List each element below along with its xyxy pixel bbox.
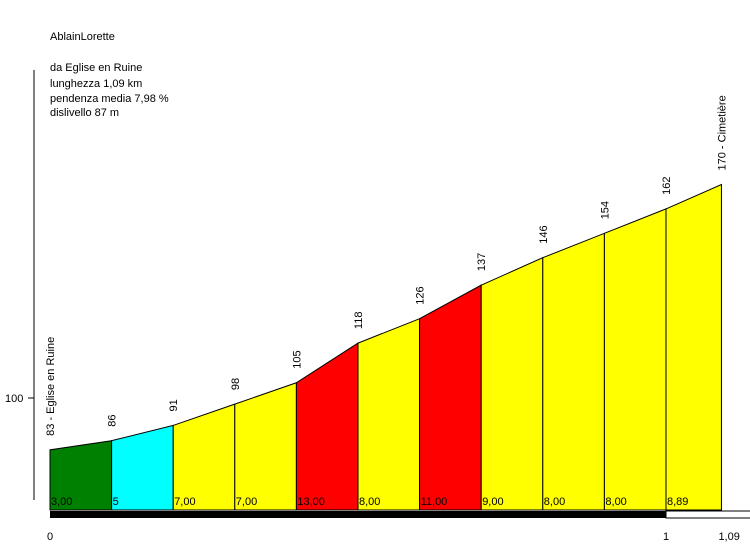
segment-gradient-label: 8,00 xyxy=(605,496,626,508)
profile-segment-9 xyxy=(542,232,605,511)
profile-segment-6 xyxy=(357,317,421,511)
gradient-label: pendenza media 7,98 % xyxy=(50,93,169,105)
x-tick-label: 0 xyxy=(47,531,53,543)
profile-segment-11 xyxy=(665,183,722,511)
start-label: da Eglise en Ruine xyxy=(50,62,143,74)
point-label-4: 98 xyxy=(230,378,242,390)
point-label-12: 170 - Cimetière xyxy=(716,95,728,170)
profile-segment-10 xyxy=(603,208,667,511)
segment-gradient-label: 11,00 xyxy=(421,496,448,508)
profile-segment-4 xyxy=(234,382,297,511)
segment-gradient-label: 8,00 xyxy=(359,496,380,508)
point-label-9: 146 xyxy=(538,225,550,243)
segment-gradient-label: 5 xyxy=(113,496,119,508)
point-label-8: 137 xyxy=(476,253,488,271)
x-tick-label: 1 xyxy=(663,531,669,543)
chart-title: AblainLorette xyxy=(50,31,115,43)
segment-gradient-label: 9,00 xyxy=(482,496,503,508)
profile-segment-5 xyxy=(295,342,359,511)
distance-bar-filled xyxy=(50,511,666,518)
point-label-3: 91 xyxy=(168,399,180,411)
x-tick-label: 1,09 xyxy=(718,531,739,543)
point-labels: 83 - Eglise en Ruine 86 91 98 105 118 126 137 14… xyxy=(45,95,728,436)
y-tick-label: 100 xyxy=(5,393,23,405)
profile-segments: 3,00 5 7,00 7,00 13,00 8,00 11,00 9,00 8,00 8,00 8… xyxy=(49,183,722,511)
point-label-10: 154 xyxy=(599,201,611,219)
point-label-1: 83 - Eglise en Ruine xyxy=(45,337,57,436)
profile-segment-7 xyxy=(419,284,482,511)
point-label-6: 118 xyxy=(353,312,365,330)
distance-bar-remainder xyxy=(665,510,750,519)
point-label-5: 105 xyxy=(291,350,303,368)
profile-segment-3 xyxy=(172,403,236,511)
segment-gradient-label: 8,00 xyxy=(544,496,565,508)
profile-segment-8 xyxy=(480,256,544,511)
segment-gradient-label: 3,00 xyxy=(51,496,72,508)
segment-gradient-label: 7,00 xyxy=(174,496,195,508)
segment-gradient-label: 13,00 xyxy=(297,496,325,508)
axes: 100 0 1 1,09 xyxy=(5,70,750,543)
segment-gradient-label: 8,89 xyxy=(667,496,688,508)
segment-gradient-label: 7,00 xyxy=(236,496,257,508)
climb-label: dislivello 87 m xyxy=(50,107,120,119)
profile-segment-2 xyxy=(111,424,174,511)
point-label-2: 86 xyxy=(107,414,119,426)
point-label-11: 162 xyxy=(661,177,673,195)
point-label-7: 126 xyxy=(415,286,427,304)
length-label: lunghezza 1,09 km xyxy=(50,78,143,90)
